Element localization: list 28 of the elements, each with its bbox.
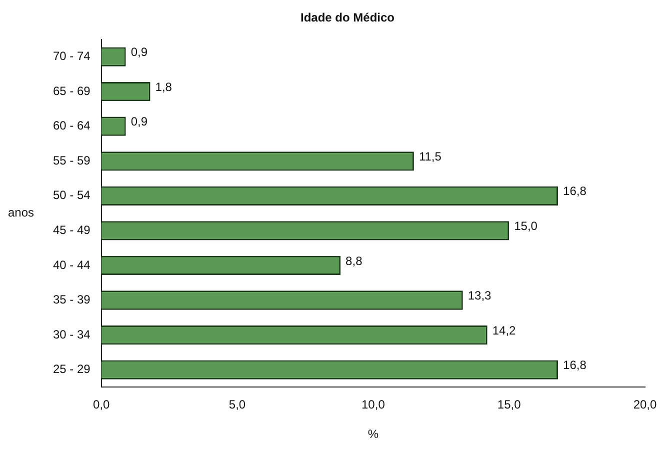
- x-axis-title: %: [368, 427, 379, 442]
- y-tick-label: 70 - 74: [53, 49, 91, 64]
- y-tick-label: 50 - 54: [53, 188, 91, 202]
- y-tick-label: 55 - 59: [53, 153, 91, 168]
- x-tick-label: 15,0: [497, 398, 522, 412]
- data-label: 16,8: [563, 184, 587, 198]
- y-tick-label: 65 - 69: [53, 84, 91, 98]
- data-label: 8,8: [346, 254, 363, 268]
- data-label: 1,8: [155, 80, 172, 94]
- x-tick-label: 10,0: [362, 398, 386, 412]
- data-label: 13,3: [468, 288, 492, 303]
- y-tick-label: 30 - 34: [53, 327, 91, 342]
- data-label: 11,5: [418, 149, 442, 164]
- y-tick-label: 25 - 29: [53, 362, 91, 376]
- y-tick-label: 35 - 39: [53, 292, 91, 307]
- data-label: 14,2: [492, 323, 516, 338]
- chart-title: Idade do Médico: [300, 10, 395, 25]
- x-tick-label: 0,0: [93, 398, 110, 412]
- x-tick-label: 20,0: [633, 398, 657, 412]
- y-tick-label: 40 - 44: [53, 258, 91, 272]
- data-label: 0,9: [130, 45, 148, 60]
- data-label: 0,9: [130, 114, 148, 129]
- y-tick-label: 45 - 49: [53, 223, 91, 238]
- y-axis-title: anos: [8, 206, 34, 220]
- x-tick-label: 5,0: [228, 398, 246, 412]
- data-label: 15,0: [514, 219, 538, 234]
- data-label: 16,8: [563, 358, 587, 372]
- y-tick-label: 60 - 64: [53, 118, 91, 133]
